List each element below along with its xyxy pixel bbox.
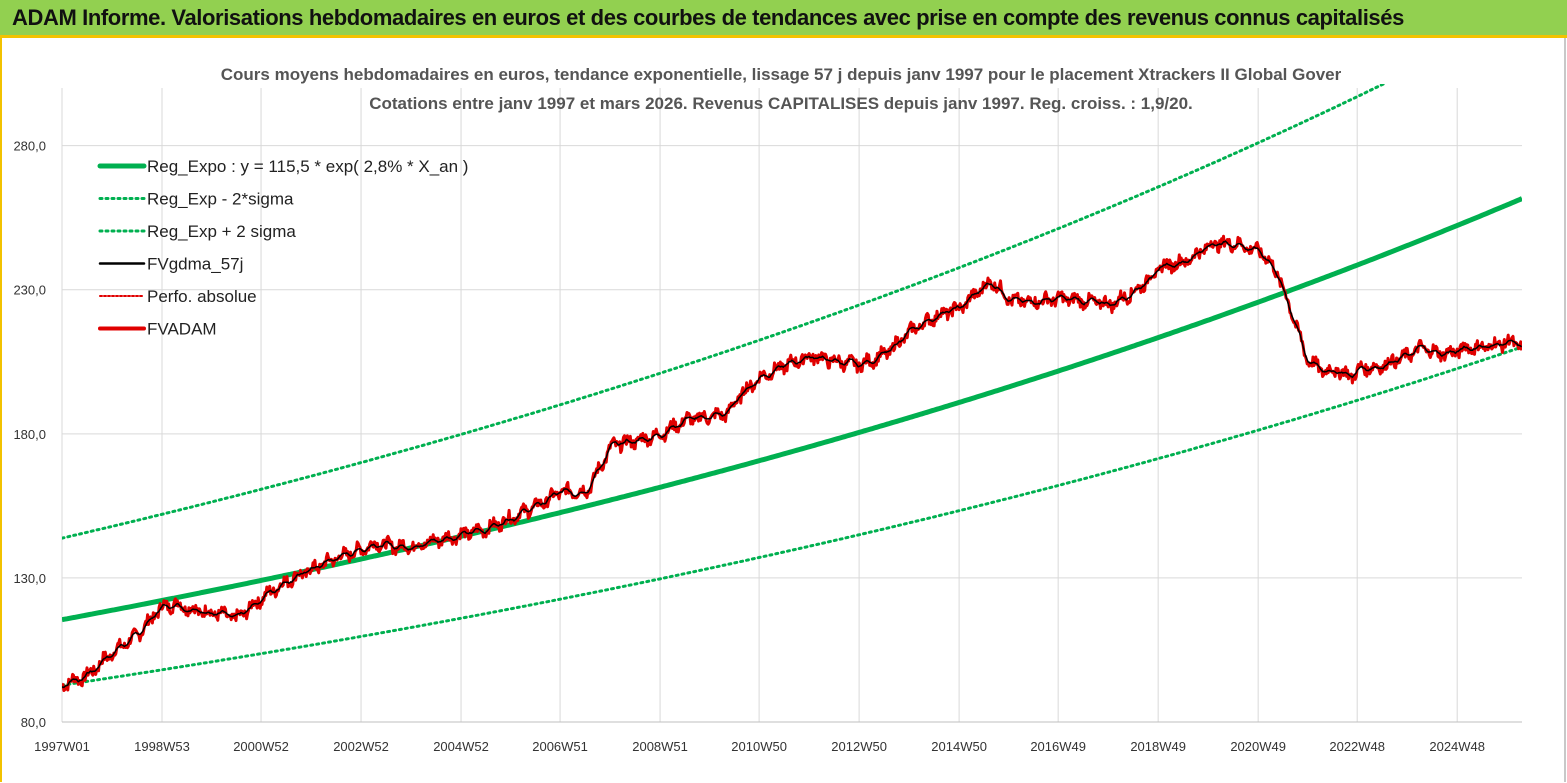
x-tick-label: 2016W49 <box>1030 739 1086 754</box>
y-tick-label: 80,0 <box>21 715 46 730</box>
x-tick-label: 2012W50 <box>831 739 887 754</box>
legend-label: Perfo. absolue <box>147 287 257 306</box>
series-reg-expo <box>62 196 1522 623</box>
x-tick-label: 2008W51 <box>632 739 688 754</box>
title-banner: ADAM Informe. Valorisations hebdomadaire… <box>0 0 1567 38</box>
x-tick-label: 2014W50 <box>931 739 987 754</box>
x-tick-label: 2022W48 <box>1329 739 1385 754</box>
x-axis-ticks: 1997W01 1998W53 2000W52 2002W52 2004W52 2006W… <box>34 739 1485 754</box>
y-tick-label: 280,0 <box>13 139 46 154</box>
x-tick-label: 2004W52 <box>433 739 489 754</box>
x-tick-label: 1997W01 <box>34 739 90 754</box>
series-reg-plus-2sigma <box>62 84 1387 540</box>
x-tick-label: 2010W50 <box>731 739 787 754</box>
x-tick-label: 2024W48 <box>1429 739 1485 754</box>
chart-title: Cours moyens hebdomadaires en euros, ten… <box>221 65 1342 84</box>
legend-label: Reg_Exp + 2 sigma <box>147 222 296 241</box>
x-tick-label: 2020W49 <box>1230 739 1286 754</box>
legend: Reg_Expo : y = 115,5 * exp( 2,8% * X_an … <box>97 157 468 339</box>
x-tick-label: 2018W49 <box>1130 739 1186 754</box>
y-tick-label: 180,0 <box>13 427 46 442</box>
grid-lines <box>61 88 1522 723</box>
y-axis-ticks: 80,0 130,0 180,0 230,0 280,0 <box>13 139 46 730</box>
y-tick-label: 130,0 <box>13 571 46 586</box>
legend-label: FVADAM <box>147 320 217 339</box>
legend-label: Reg_Expo : y = 115,5 * exp( 2,8% * X_an … <box>147 157 468 176</box>
series-group <box>62 84 1522 692</box>
legend-label: Reg_Exp - 2*sigma <box>147 190 294 209</box>
x-tick-label: 2006W51 <box>532 739 588 754</box>
x-tick-label: 2002W52 <box>333 739 389 754</box>
series-fvgdma-57j <box>62 240 1522 689</box>
series-reg-minus-2sigma <box>62 345 1522 687</box>
banner-title: ADAM Informe. Valorisations hebdomadaire… <box>12 5 1404 30</box>
x-tick-label: 1998W53 <box>134 739 190 754</box>
chart-frame <box>0 38 1566 782</box>
legend-label: FVgdma_57j <box>147 255 243 274</box>
y-tick-label: 230,0 <box>13 283 46 298</box>
chart-subtitle: Cotations entre janv 1997 et mars 2026. … <box>369 94 1193 113</box>
series-fvadam <box>62 234 1522 692</box>
x-tick-label: 2000W52 <box>233 739 289 754</box>
